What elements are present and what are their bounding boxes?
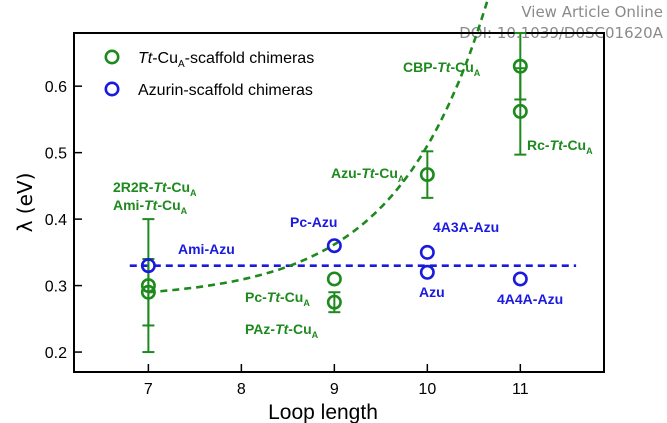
annotation-text: -Cu: [375, 165, 398, 181]
tt-cua-point: [512, 58, 528, 74]
annotation-subscript: A: [312, 330, 319, 340]
annotation-prefix: 4A4A-Azu: [497, 291, 563, 307]
annotation-4a3a-azu: 4A3A-Azu: [433, 219, 499, 235]
x-tick-label: 9: [330, 381, 339, 398]
annotation-text: -Cu: [450, 59, 473, 75]
annotation-subscript: A: [181, 206, 188, 216]
x-tick-label: 10: [418, 381, 436, 398]
annotation-subscript: A: [190, 188, 197, 198]
x-tick-label: 11: [512, 381, 529, 398]
x-axis-label: Loop length: [268, 401, 378, 423]
annotation-italic: Tt: [275, 321, 290, 337]
tt-cua-point: [512, 103, 528, 119]
legend-text: -Cu: [152, 50, 178, 67]
annotation-subscript: A: [303, 298, 310, 308]
annotation-text: -Cu: [280, 289, 303, 305]
y-tick-label: 0.6: [45, 79, 67, 96]
y-tick-label: 0.4: [45, 212, 67, 229]
legend-subscript: A: [178, 59, 185, 70]
legend-marker: [104, 49, 120, 65]
y-tick-label: 0.5: [45, 146, 67, 163]
annotation-italic: Tt: [153, 179, 168, 195]
tt-cua-point: [140, 284, 156, 300]
fit-lines: [129, 0, 577, 294]
annotation-pc: Pc-Tt-CuA: [245, 289, 310, 308]
plot-frame: [73, 32, 605, 373]
legend-marker: [104, 81, 120, 97]
annotation-prefix: Azu-: [331, 165, 362, 181]
legend-tail: -scaffold chimeras: [185, 50, 315, 67]
annotation-prefix: Ami-: [113, 197, 144, 213]
annotation-text: -Cu: [167, 179, 190, 195]
legend-entry: Tt-CuA-scaffold chimeras: [138, 50, 314, 70]
annotation-italic: Tt: [144, 197, 159, 213]
annotation-prefix: Ami-Azu: [178, 241, 235, 257]
annotation-2r2r: 2R2R-Tt-CuA: [113, 179, 197, 198]
annotation-paz: PAz-Tt-CuA: [245, 321, 319, 340]
annotation-4a4a-azu: 4A4A-Azu: [497, 291, 563, 307]
annotation-prefix: Azu: [419, 284, 445, 300]
annotation-subscript: A: [474, 68, 481, 78]
azurin-point: [140, 258, 156, 274]
annotation-text: -Cu: [563, 137, 586, 153]
y-axis-label: λ (eV): [13, 173, 37, 233]
x-tick-label: 7: [144, 381, 153, 398]
annotation-prefix: Rc-: [527, 137, 550, 153]
azurin-point: [326, 238, 342, 254]
annotation-azu: Azu-Tt-CuA: [331, 165, 405, 184]
annotation-italic: Tt: [550, 137, 565, 153]
azurin-point: [512, 271, 528, 287]
watermark-line-1: View Article Online: [521, 3, 663, 21]
legend-text: Azurin-scaffold chimeras: [138, 82, 313, 99]
annotation-prefix: Pc-: [245, 289, 267, 305]
annotation-pc-azu: Pc-Azu: [290, 214, 337, 230]
legend: Tt-CuA-scaffold chimeras Azurin-scaffold …: [104, 49, 314, 99]
annotation-prefix: CBP-: [403, 59, 438, 75]
annotation-rc: Rc-Tt-CuA: [527, 137, 593, 156]
tt-cua-point: [326, 271, 342, 287]
error-bars: [142, 32, 527, 354]
tt-cua-point: [140, 278, 156, 294]
annotation-text: -Cu: [157, 197, 180, 213]
annotation-ami: Ami-Tt-CuA: [113, 197, 188, 216]
annotation-azu-b: Azu: [419, 284, 445, 300]
data-points: [140, 58, 528, 310]
axes: 7 8 9 10 11 0.2 0.3 0.4 0.5 0.6 Loop length λ (eV): [13, 32, 605, 423]
annotation-italic: Tt: [267, 289, 282, 305]
y-tick-label: 0.2: [45, 345, 67, 362]
annotation-prefix: 2R2R-: [113, 179, 154, 195]
tt-cua-point: [419, 167, 435, 183]
y-tick-label: 0.3: [45, 279, 67, 296]
annotations: 2R2R-Tt-CuAAmi-Tt-CuAPc-Tt-CuAPAz-Tt-CuA…: [113, 59, 593, 340]
legend-entry: Azurin-scaffold chimeras: [138, 82, 313, 99]
tt-cua-point: [326, 294, 342, 310]
legend-italic: Tt: [138, 50, 153, 67]
annotation-subscript: A: [586, 146, 593, 156]
x-tick-label: 8: [237, 381, 246, 398]
annotation-text: -Cu: [288, 321, 311, 337]
annotation-ami-azu: Ami-Azu: [178, 241, 235, 257]
annotation-italic: Tt: [361, 165, 376, 181]
tt-cua-fit-curve: [148, 0, 489, 294]
azurin-point: [419, 264, 435, 280]
annotation-prefix: Pc-Azu: [290, 214, 337, 230]
annotation-subscript: A: [398, 174, 405, 184]
azurin-point: [419, 244, 435, 260]
annotation-prefix: 4A3A-Azu: [433, 219, 499, 235]
annotation-prefix: PAz-: [245, 321, 275, 337]
annotation-italic: Tt: [437, 59, 452, 75]
annotation-cbp: CBP-Tt-CuA: [403, 59, 481, 78]
